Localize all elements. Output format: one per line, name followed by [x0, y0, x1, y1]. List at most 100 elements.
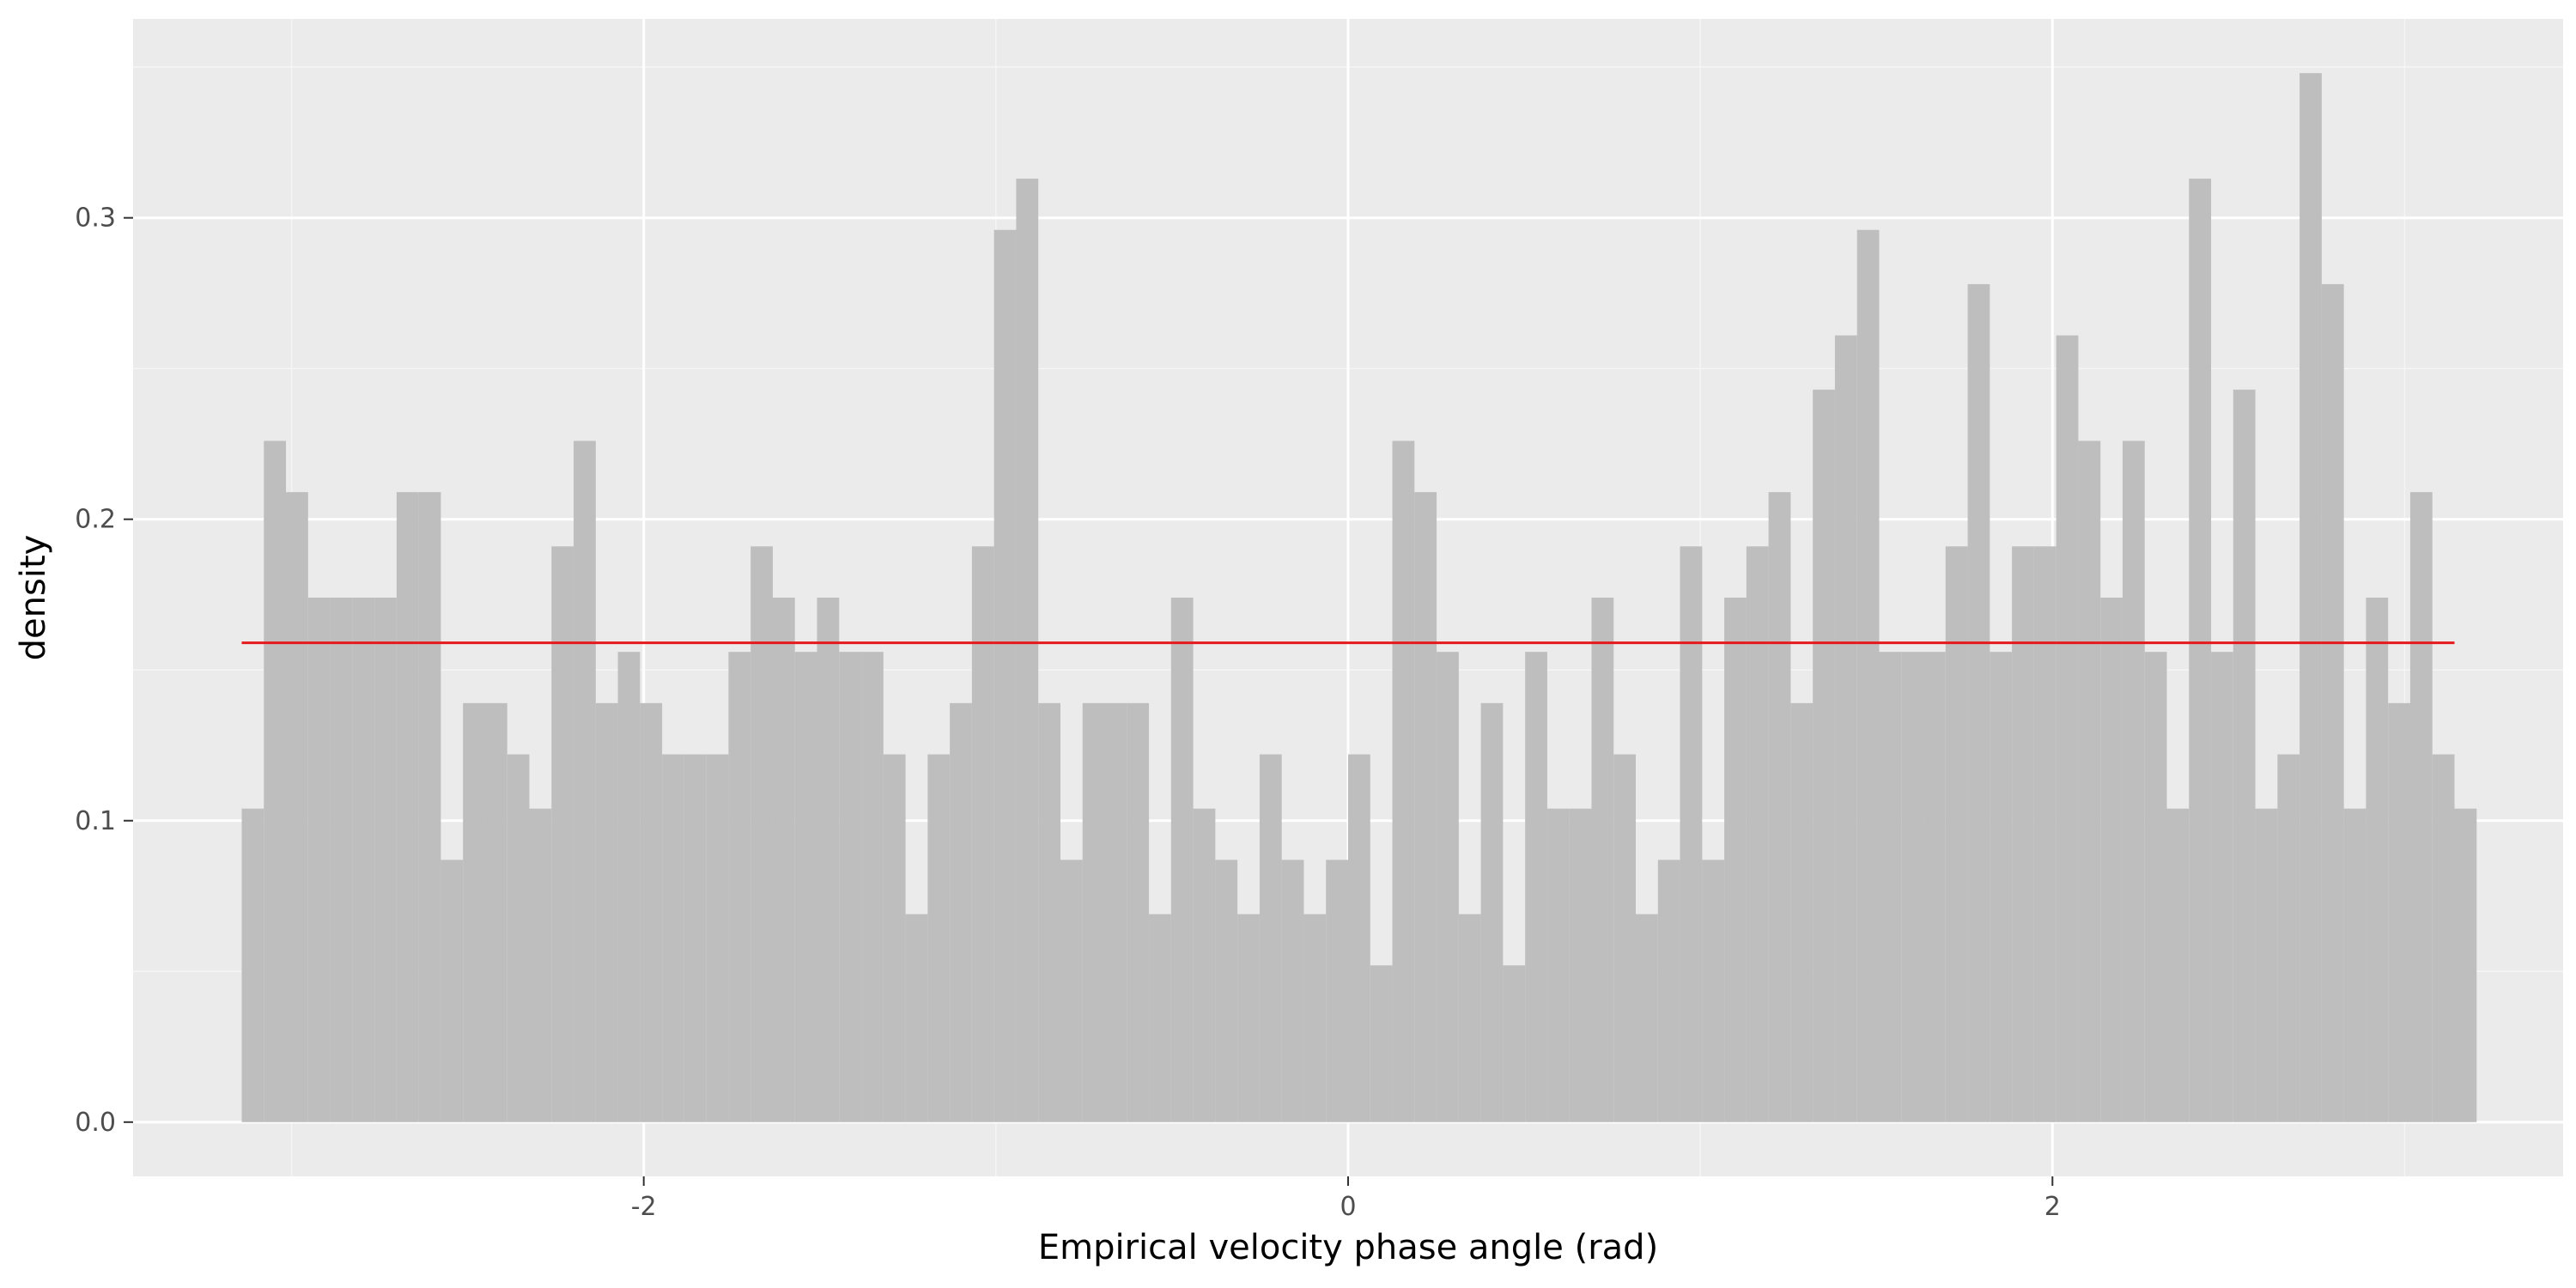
histogram-bar: [1060, 860, 1083, 1122]
y-axis-ticks: 0.0 0.1 0.2 0.3: [75, 204, 133, 1138]
histogram-bar: [728, 652, 751, 1122]
histogram-bar: [2321, 283, 2344, 1122]
histogram-bar: [1790, 702, 1814, 1122]
histogram-bar: [595, 702, 618, 1122]
histogram-bar: [2100, 598, 2123, 1122]
histogram-bar: [2056, 335, 2079, 1122]
histogram-bar: [993, 229, 1017, 1122]
y-axis-title: density: [14, 535, 53, 661]
histogram-bar: [330, 598, 353, 1122]
histogram-bar: [1591, 598, 1614, 1122]
histogram-bar: [2166, 808, 2190, 1122]
histogram-bar: [1945, 546, 1968, 1122]
histogram-bar: [2277, 754, 2300, 1122]
histogram-bar: [1392, 440, 1415, 1122]
histogram-bar: [264, 440, 287, 1122]
histogram-bar: [396, 492, 419, 1122]
histogram-bar: [1127, 702, 1150, 1122]
histogram-bar: [839, 652, 862, 1122]
x-tick-label: 2: [2044, 1192, 2061, 1222]
histogram-bar: [1370, 965, 1393, 1122]
histogram-bar: [1193, 808, 1216, 1122]
histogram-bar: [418, 492, 441, 1122]
histogram-bar: [927, 754, 951, 1122]
x-axis-title: Empirical velocity phase angle (rad): [1038, 1228, 1658, 1267]
histogram-bar: [861, 652, 884, 1122]
histogram-bar: [307, 598, 331, 1122]
y-tick-label: 0.3: [75, 204, 116, 234]
histogram-bar: [1746, 546, 1769, 1122]
histogram-bar: [574, 440, 596, 1122]
histogram-bar: [1856, 229, 1880, 1122]
histogram-bar: [1569, 808, 1592, 1122]
histogram-bar: [950, 702, 972, 1122]
histogram-bar: [1923, 652, 1946, 1122]
histogram-bar: [1215, 860, 1238, 1122]
histogram-bar: [1879, 652, 1902, 1122]
histogram-bar: [1348, 754, 1370, 1122]
histogram-bar: [2211, 652, 2233, 1122]
histogram-bar: [1259, 754, 1282, 1122]
histogram-bar: [374, 598, 397, 1122]
histogram-bar: [883, 754, 906, 1122]
histogram-bar: [2012, 546, 2034, 1122]
histogram-bar: [2189, 179, 2212, 1122]
histogram-bar: [484, 702, 507, 1122]
histogram-bar: [1702, 860, 1725, 1122]
histogram-bar: [1613, 754, 1637, 1122]
histogram-bar: [1326, 860, 1348, 1122]
x-tick-label: -2: [631, 1192, 657, 1222]
histogram-bar: [1303, 914, 1327, 1122]
histogram-bar: [617, 652, 641, 1122]
histogram-bar: [1967, 283, 1990, 1122]
histogram-bar: [2033, 546, 2057, 1122]
histogram-bar: [1281, 860, 1304, 1122]
y-tick-label: 0.1: [75, 806, 116, 836]
histogram-bar: [794, 652, 817, 1122]
histogram-bar: [2454, 808, 2477, 1122]
y-tick-label: 0.0: [75, 1108, 116, 1138]
histogram-bar: [2388, 702, 2410, 1122]
histogram-bar: [352, 598, 375, 1122]
histogram-bar: [2255, 808, 2278, 1122]
histogram-bar: [440, 860, 464, 1122]
histogram-bar: [1038, 702, 1060, 1122]
histogram-bar: [750, 546, 773, 1122]
histogram-bar: [1149, 914, 1171, 1122]
histogram-bar: [2300, 73, 2322, 1122]
histogram-bar: [1834, 335, 1857, 1122]
histogram-bar: [1016, 179, 1039, 1122]
histogram-bar: [817, 598, 840, 1122]
histogram-bar: [1414, 492, 1437, 1122]
histogram-bar: [1104, 702, 1127, 1122]
histogram-bar: [1990, 652, 2013, 1122]
histogram-bar: [1525, 652, 1547, 1122]
histogram-bar: [1237, 914, 1260, 1122]
histogram-bar: [706, 754, 729, 1122]
histogram-bar: [1082, 702, 1105, 1122]
histogram-bar: [241, 808, 264, 1122]
histogram-bar: [905, 914, 928, 1122]
x-tick-label: 0: [1340, 1192, 1356, 1222]
histogram-bar: [1680, 546, 1703, 1122]
histogram-bar: [2078, 440, 2101, 1122]
histogram-bar: [2409, 492, 2433, 1122]
histogram-bar: [286, 492, 308, 1122]
histogram-bar: [1813, 389, 1835, 1122]
y-tick-label: 0.2: [75, 505, 116, 535]
histogram-bar: [463, 702, 485, 1122]
histogram-bar: [1657, 860, 1680, 1122]
x-axis-ticks: -2 0 2: [631, 1176, 2061, 1222]
histogram-bar: [2233, 389, 2256, 1122]
histogram-bar: [2432, 754, 2455, 1122]
histogram-bar: [1170, 598, 1194, 1122]
histogram-bar: [551, 546, 574, 1122]
histogram-bar: [2144, 652, 2167, 1122]
histogram-bar: [1503, 965, 1526, 1122]
histogram-bar: [662, 754, 684, 1122]
histogram-bar: [1546, 808, 1570, 1122]
histogram-bar: [1768, 492, 1791, 1122]
histogram-bar: [772, 598, 795, 1122]
